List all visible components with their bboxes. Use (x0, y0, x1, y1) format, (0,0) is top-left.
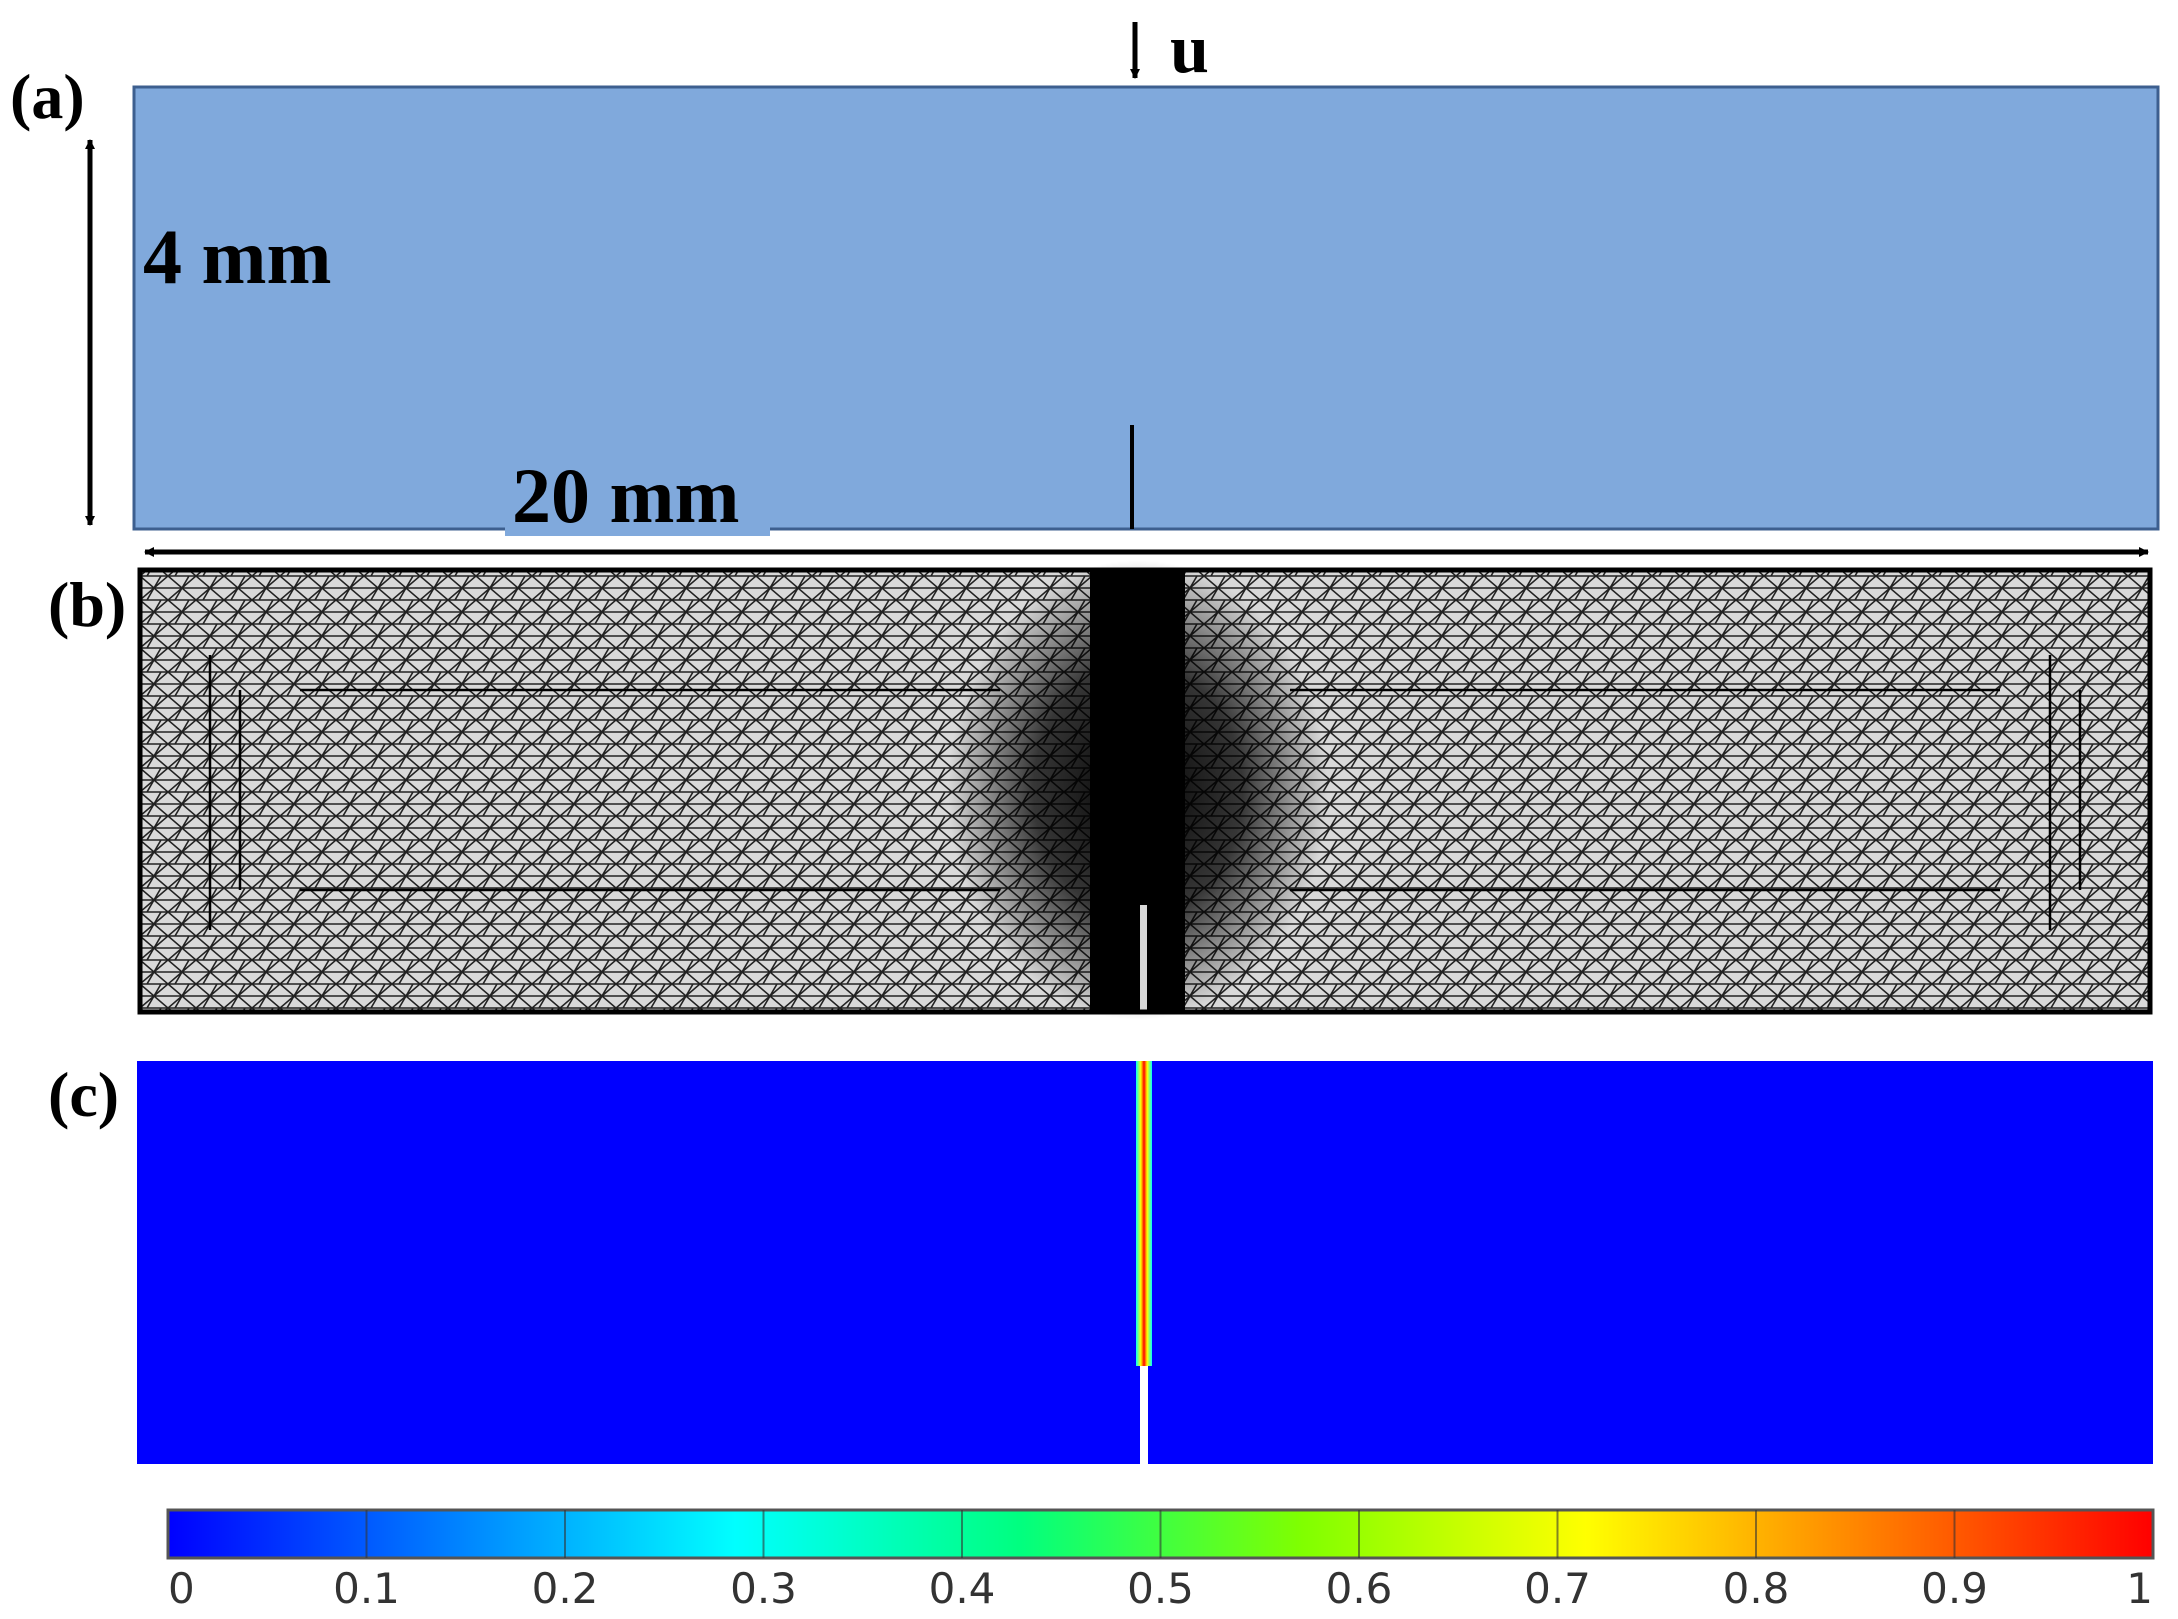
panel-b: (b) (48, 560, 2153, 1020)
beam-geometry (132, 85, 2160, 531)
panel-c-label: (c) (48, 1059, 119, 1130)
panel-c: (c) (48, 1059, 2153, 1464)
width-label: 20 mm (512, 452, 739, 539)
panel-a-label: (a) (10, 61, 85, 132)
colorbar: 0 0.1 0.2 0.3 0.4 0.5 0.6 0.7 0.8 0.9 1 (166, 1508, 2155, 1613)
refined-mesh-core (1090, 570, 1185, 1012)
colorbar-tick-label: 0.8 (1723, 1564, 1790, 1613)
phase-field-notch-gap (1140, 1366, 1148, 1464)
colorbar-tick-label: 0.9 (1921, 1564, 1988, 1613)
colorbar-tick-label: 0.7 (1524, 1564, 1591, 1613)
colorbar-tick-label: 0.4 (929, 1564, 996, 1613)
height-label: 4 mm (143, 213, 331, 300)
colorbar-ticks: 0 0.1 0.2 0.3 0.4 0.5 0.6 0.7 0.8 0.9 1 (168, 1510, 2153, 1613)
fe-mesh-border (137, 567, 2153, 1015)
phase-field-left (137, 1061, 1140, 1464)
colorbar-tick-label: 1 (2126, 1564, 2153, 1613)
colorbar-tick-label: 0 (168, 1564, 195, 1613)
mesh-crack-gap (1140, 905, 1147, 1012)
width-label-bg (505, 458, 770, 536)
panel-b-label: (b) (48, 569, 126, 640)
colorbar-tick-label: 0.3 (730, 1564, 797, 1613)
colorbar-tick-label: 0.6 (1326, 1564, 1393, 1613)
colorbar-tick-label: 0.5 (1127, 1564, 1194, 1613)
mesh-structure-lines (208, 655, 2082, 930)
phase-field-right (1148, 1061, 2153, 1464)
panel-a: (a) u 4 mm 20 mm (10, 11, 2160, 557)
colorbar-tick-label: 0.2 (532, 1564, 599, 1613)
load-label: u (1170, 11, 1209, 88)
colorbar-tick-label: 0.1 (333, 1564, 400, 1613)
phase-field-crack (1136, 1061, 1152, 1366)
